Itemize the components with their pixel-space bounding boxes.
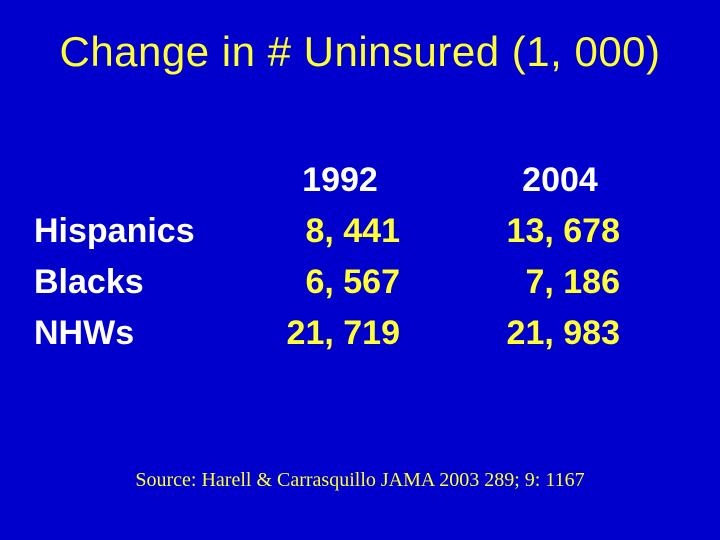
source-citation: Source: Harell & Carrasquillo JAMA 2003 … (0, 469, 720, 492)
header-blank (30, 155, 230, 206)
cell-value: 21, 719 (230, 308, 450, 359)
table-header-row: 1992 2004 (30, 155, 670, 206)
table-row: Blacks 6, 567 7, 186 (30, 257, 670, 308)
slide-title: Change in # Uninsured (1, 000) (0, 0, 720, 76)
cell-value: 21, 983 (450, 308, 670, 359)
header-col-1: 2004 (450, 155, 670, 206)
data-table: 1992 2004 Hispanics 8, 441 13, 678 Black… (30, 155, 670, 359)
row-label: NHWs (30, 308, 230, 359)
table-row: Hispanics 8, 441 13, 678 (30, 206, 670, 257)
table-row: NHWs 21, 719 21, 983 (30, 308, 670, 359)
row-label: Hispanics (30, 206, 230, 257)
header-col-0: 1992 (230, 155, 450, 206)
cell-value: 13, 678 (450, 206, 670, 257)
row-label: Blacks (30, 257, 230, 308)
cell-value: 7, 186 (450, 257, 670, 308)
cell-value: 8, 441 (230, 206, 450, 257)
cell-value: 6, 567 (230, 257, 450, 308)
